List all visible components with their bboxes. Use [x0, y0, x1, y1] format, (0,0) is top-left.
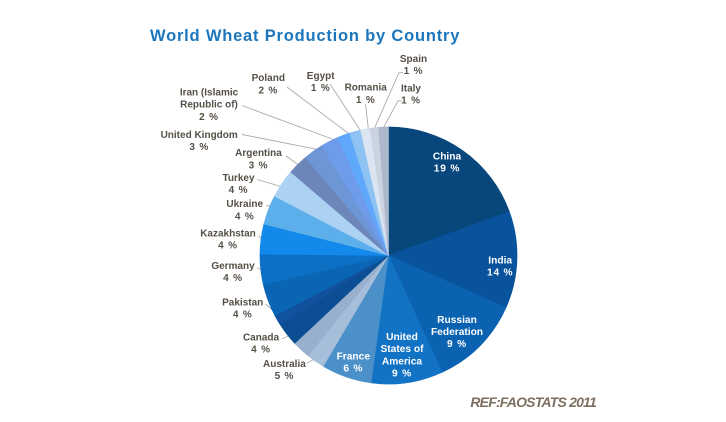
svg-text:Germany: Germany	[211, 261, 255, 272]
svg-text:1 %: 1 %	[401, 96, 421, 107]
svg-text:19 %: 19 %	[434, 164, 460, 175]
svg-text:Canada: Canada	[243, 332, 280, 343]
svg-text:9 %: 9 %	[447, 339, 467, 350]
svg-text:States of: States of	[380, 344, 424, 355]
svg-text:Australia: Australia	[263, 359, 306, 370]
svg-text:1 %: 1 %	[356, 95, 376, 106]
svg-text:World Wheat Production by Coun: World Wheat Production by Country	[150, 27, 460, 45]
svg-text:6 %: 6 %	[343, 364, 363, 375]
svg-text:4 %: 4 %	[235, 211, 255, 222]
svg-text:Spain: Spain	[400, 54, 427, 65]
svg-text:4 %: 4 %	[218, 241, 238, 252]
svg-text:Republic of): Republic of)	[180, 100, 238, 111]
svg-text:2 %: 2 %	[199, 112, 219, 123]
svg-text:Argentina: Argentina	[235, 148, 282, 159]
svg-text:America: America	[382, 356, 423, 367]
svg-text:India: India	[488, 255, 512, 266]
svg-text:4 %: 4 %	[223, 273, 243, 284]
svg-text:Romania: Romania	[345, 83, 388, 94]
svg-text:China: China	[433, 151, 462, 162]
svg-text:3 %: 3 %	[249, 160, 269, 171]
svg-text:14 %: 14 %	[487, 268, 513, 279]
svg-text:Egypt: Egypt	[307, 71, 335, 82]
svg-text:4 %: 4 %	[233, 310, 253, 321]
svg-text:4 %: 4 %	[251, 345, 271, 356]
svg-text:Kazakhstan: Kazakhstan	[200, 229, 256, 240]
svg-text:France: France	[337, 351, 371, 362]
svg-text:REF:FAOSTATS 2011: REF:FAOSTATS 2011	[470, 394, 597, 410]
svg-text:Iran (Islamic: Iran (Islamic	[180, 87, 239, 98]
svg-text:5 %: 5 %	[275, 371, 295, 382]
svg-text:1 %: 1 %	[404, 66, 424, 77]
svg-text:3 %: 3 %	[189, 142, 209, 153]
svg-text:2 %: 2 %	[258, 85, 278, 96]
svg-text:1 %: 1 %	[311, 83, 331, 94]
svg-text:United Kingdom: United Kingdom	[161, 130, 238, 141]
svg-text:Poland: Poland	[252, 73, 285, 84]
svg-text:4 %: 4 %	[229, 185, 249, 196]
svg-text:Federation: Federation	[431, 327, 483, 338]
svg-text:United: United	[386, 332, 418, 343]
svg-text:Italy: Italy	[401, 84, 421, 95]
svg-text:Russian: Russian	[437, 315, 477, 326]
svg-text:Turkey: Turkey	[222, 173, 254, 184]
svg-text:Ukraine: Ukraine	[226, 199, 263, 210]
svg-text:Pakistan: Pakistan	[222, 298, 263, 309]
svg-text:9 %: 9 %	[392, 369, 412, 380]
